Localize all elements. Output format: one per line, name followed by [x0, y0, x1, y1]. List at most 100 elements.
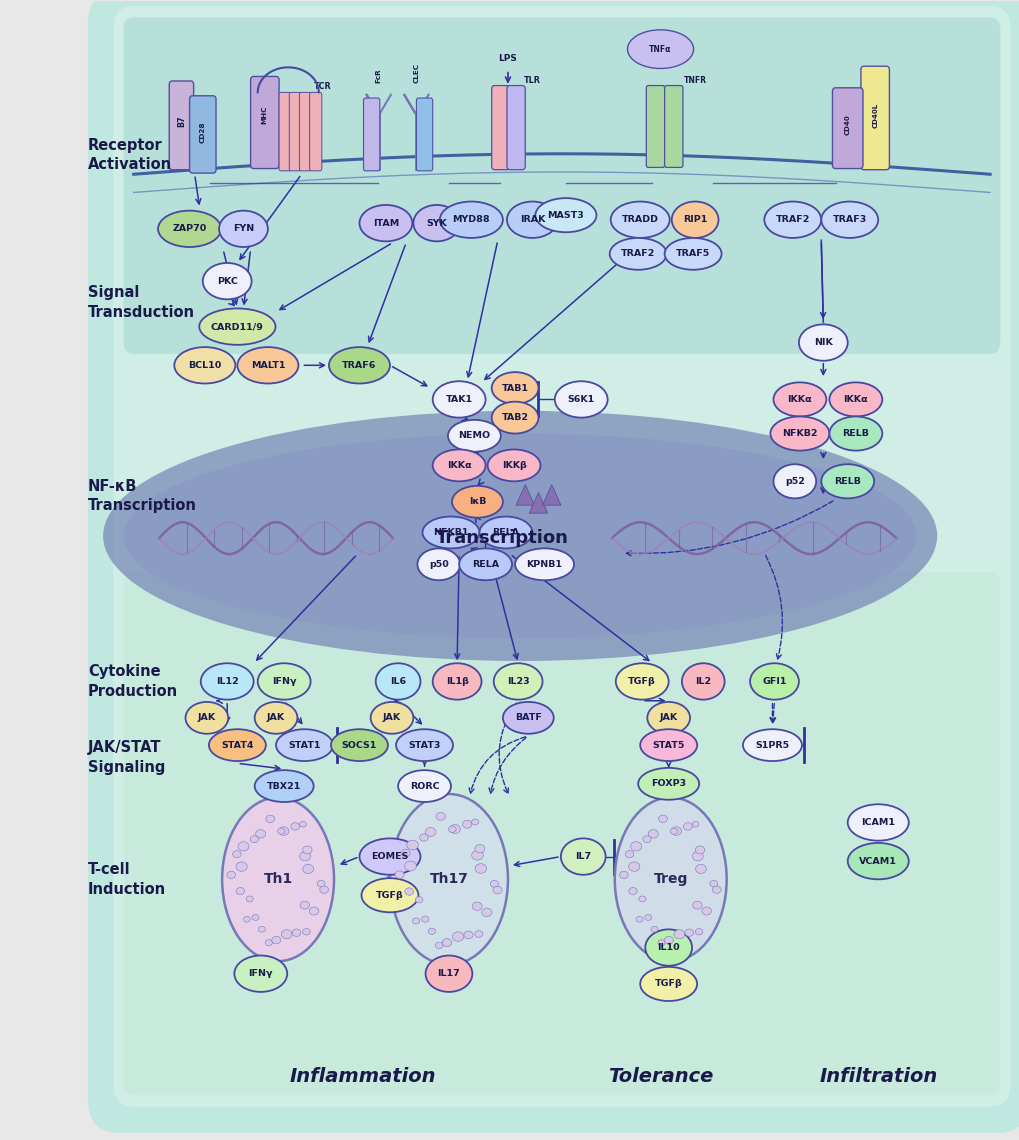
FancyBboxPatch shape — [416, 98, 432, 171]
Ellipse shape — [303, 846, 312, 854]
Text: Tolerance: Tolerance — [607, 1067, 712, 1085]
Ellipse shape — [300, 852, 311, 861]
Text: NF-κB
Transcription: NF-κB Transcription — [88, 479, 197, 513]
Ellipse shape — [763, 202, 820, 238]
Ellipse shape — [185, 702, 228, 734]
Ellipse shape — [658, 815, 666, 823]
Ellipse shape — [647, 702, 690, 734]
Ellipse shape — [506, 202, 557, 238]
Ellipse shape — [361, 878, 418, 912]
Text: TGFβ: TGFβ — [376, 890, 404, 899]
Ellipse shape — [300, 822, 306, 828]
Ellipse shape — [630, 841, 641, 850]
Ellipse shape — [400, 849, 410, 857]
Ellipse shape — [252, 914, 259, 920]
FancyBboxPatch shape — [123, 17, 1000, 353]
Ellipse shape — [462, 821, 472, 828]
Text: p50: p50 — [429, 560, 448, 569]
Ellipse shape — [303, 929, 310, 935]
Ellipse shape — [265, 939, 272, 946]
Text: TAK1: TAK1 — [445, 394, 472, 404]
Ellipse shape — [276, 730, 332, 762]
Ellipse shape — [664, 238, 720, 270]
Ellipse shape — [407, 840, 418, 849]
Ellipse shape — [769, 416, 828, 450]
Ellipse shape — [828, 382, 881, 416]
Text: TRAF6: TRAF6 — [342, 360, 376, 369]
Ellipse shape — [628, 862, 639, 871]
Text: STAT4: STAT4 — [221, 741, 254, 750]
Text: TGFβ: TGFβ — [628, 677, 655, 686]
FancyBboxPatch shape — [289, 92, 302, 171]
Ellipse shape — [359, 205, 412, 242]
Ellipse shape — [309, 907, 319, 915]
Ellipse shape — [642, 836, 650, 842]
Ellipse shape — [709, 880, 717, 887]
FancyBboxPatch shape — [169, 81, 194, 170]
Text: TRAF2: TRAF2 — [774, 215, 809, 225]
Ellipse shape — [417, 548, 460, 580]
Ellipse shape — [278, 826, 288, 836]
Ellipse shape — [493, 663, 542, 700]
Ellipse shape — [419, 833, 428, 841]
FancyBboxPatch shape — [123, 572, 1000, 1096]
Ellipse shape — [256, 830, 265, 838]
Text: T-cell
Induction: T-cell Induction — [88, 862, 166, 897]
Text: EOMES: EOMES — [371, 852, 409, 861]
Text: CD40L: CD40L — [871, 103, 877, 128]
Text: SOCS1: SOCS1 — [341, 741, 377, 750]
Text: BATF: BATF — [515, 714, 541, 723]
Ellipse shape — [535, 198, 596, 233]
FancyBboxPatch shape — [113, 6, 1010, 1107]
Ellipse shape — [820, 202, 877, 238]
Ellipse shape — [389, 795, 507, 964]
Ellipse shape — [695, 864, 705, 873]
Text: TAB2: TAB2 — [501, 413, 528, 422]
Ellipse shape — [828, 416, 881, 450]
Ellipse shape — [222, 798, 333, 961]
Ellipse shape — [432, 663, 481, 700]
Ellipse shape — [692, 902, 701, 909]
Ellipse shape — [415, 897, 423, 903]
FancyBboxPatch shape — [310, 92, 322, 171]
Ellipse shape — [479, 516, 532, 548]
Ellipse shape — [237, 841, 249, 850]
Text: IL23: IL23 — [506, 677, 529, 686]
Text: TCR: TCR — [314, 82, 331, 91]
Ellipse shape — [209, 730, 266, 762]
Ellipse shape — [491, 372, 538, 404]
Ellipse shape — [451, 486, 502, 518]
Ellipse shape — [448, 826, 455, 832]
Text: IRAK: IRAK — [520, 215, 544, 225]
Ellipse shape — [515, 548, 574, 580]
Ellipse shape — [244, 917, 250, 922]
Ellipse shape — [471, 850, 483, 860]
Ellipse shape — [636, 917, 642, 922]
Ellipse shape — [442, 938, 451, 946]
Text: NIK: NIK — [813, 339, 832, 347]
Text: TRAF3: TRAF3 — [832, 215, 866, 225]
Ellipse shape — [255, 702, 298, 734]
FancyBboxPatch shape — [363, 98, 379, 171]
Text: RELB: RELB — [834, 477, 860, 486]
Ellipse shape — [412, 918, 419, 925]
Ellipse shape — [123, 433, 916, 638]
Ellipse shape — [701, 907, 710, 915]
Ellipse shape — [772, 464, 815, 498]
Text: TBX21: TBX21 — [267, 782, 301, 790]
Ellipse shape — [255, 771, 314, 803]
FancyBboxPatch shape — [860, 66, 889, 170]
Ellipse shape — [628, 888, 637, 895]
Ellipse shape — [428, 928, 435, 935]
FancyBboxPatch shape — [832, 88, 862, 169]
Ellipse shape — [439, 202, 502, 238]
Text: B7: B7 — [176, 115, 185, 127]
Text: TAB1: TAB1 — [501, 383, 528, 392]
Text: RELA: RELA — [492, 528, 519, 537]
Text: CD40: CD40 — [844, 114, 850, 135]
Text: S1PR5: S1PR5 — [755, 741, 789, 750]
Text: Receptor
Activation: Receptor Activation — [88, 138, 172, 172]
Ellipse shape — [226, 871, 235, 879]
Ellipse shape — [615, 663, 668, 700]
Ellipse shape — [258, 663, 311, 700]
